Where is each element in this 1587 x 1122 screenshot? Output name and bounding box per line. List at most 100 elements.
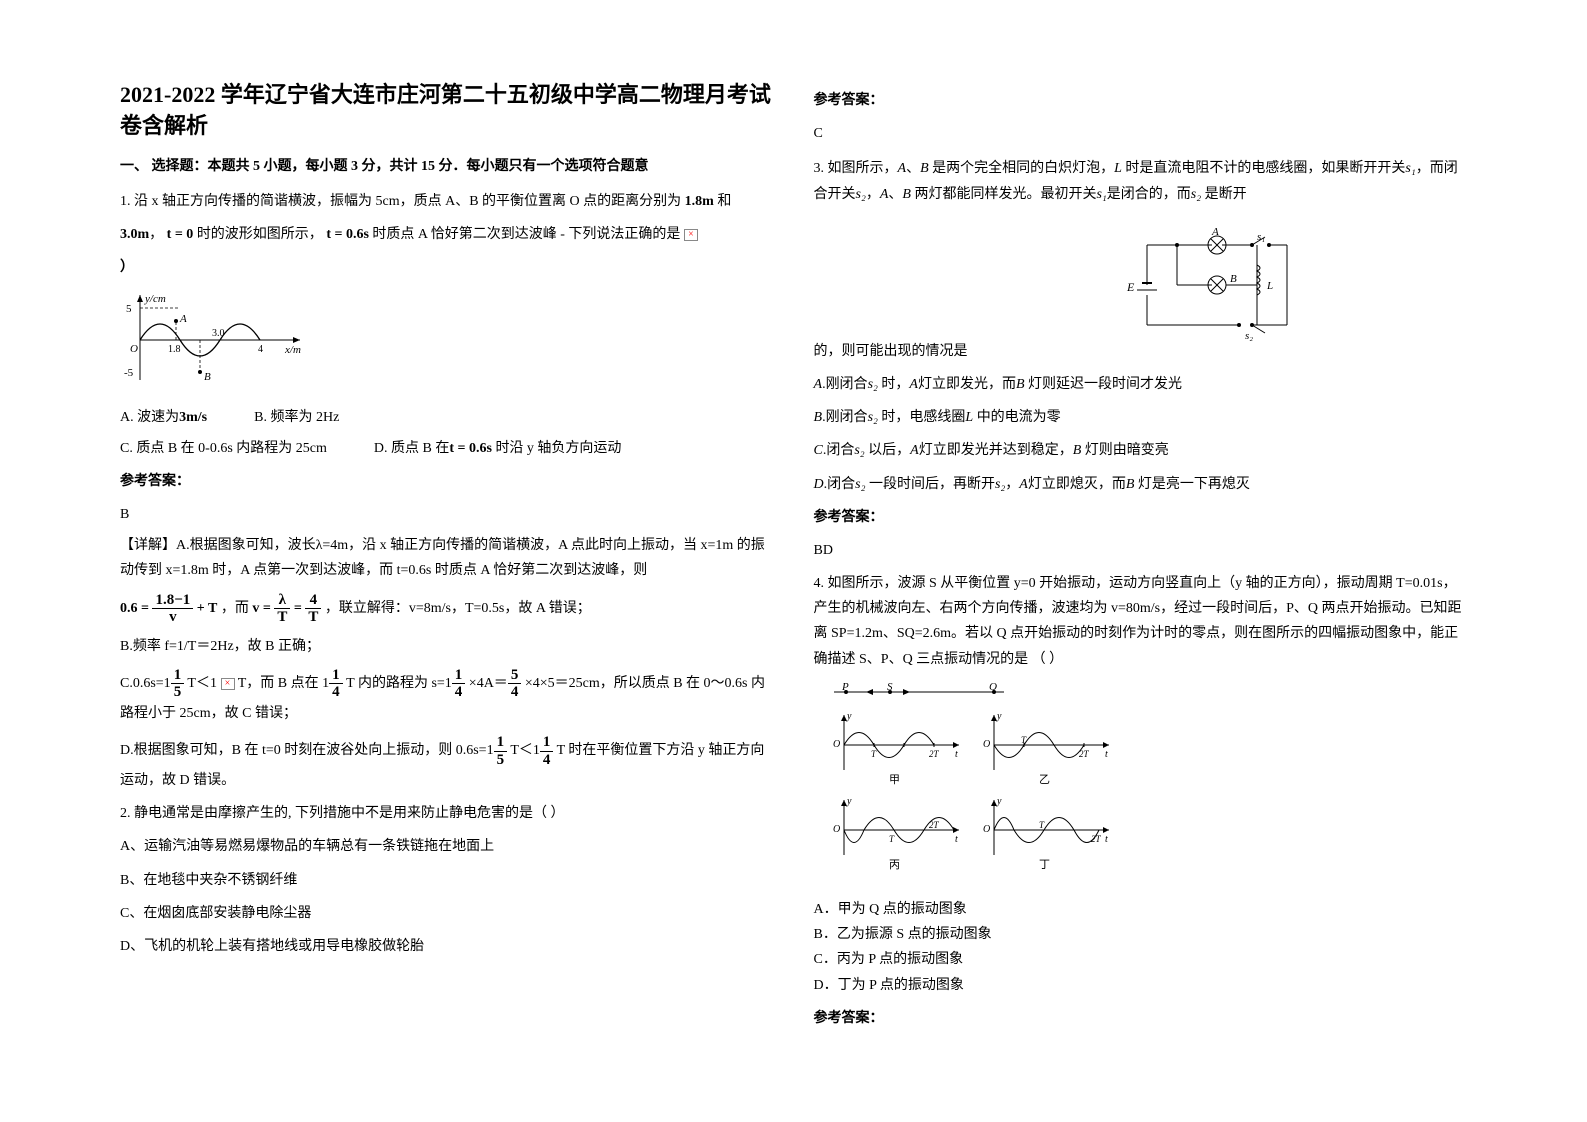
svg-text:y/cm: y/cm xyxy=(144,293,166,305)
svg-text:t: t xyxy=(955,834,958,845)
expc-f1: 15 xyxy=(171,667,185,701)
exam-title: 2021-2022 学年辽宁省大连市庄河第二十五初级中学高二物理月考试卷含解析 xyxy=(120,80,774,142)
svg-text:B: B xyxy=(1230,273,1237,285)
q1-paren: ） xyxy=(120,255,774,280)
section-1-heading: 一、 选择题：本题共 5 小题，每小题 3 分，共计 15 分．每小题只有一个选… xyxy=(120,154,774,179)
q1-t0: t = 0 xyxy=(167,227,194,242)
q4-optB: B．乙为振源 S 点的振动图象 xyxy=(814,922,1468,947)
q3-answer: BD xyxy=(814,538,1468,563)
expd-pre: D.根据图象可知，B 在 t=0 时刻在波谷处向上振动，则 0.6s=1 xyxy=(120,743,494,758)
svg-text:2T: 2T xyxy=(1079,749,1090,759)
expc-m1: T＜1 xyxy=(184,676,220,691)
q4-optD: D．丁为 P 点的振动图象 xyxy=(814,973,1468,998)
q1-exp-a: 【详解】A.根据图象可知，波长λ=4m，沿 x 轴正方向传播的简谐横波，A 点此… xyxy=(120,533,774,583)
expc-m4: ×4A＝ xyxy=(465,676,508,691)
eq-frac2: λT xyxy=(274,592,290,626)
q1-options-ab: A. 波速为3m/s B. 频率为 2Hz xyxy=(120,405,774,430)
svg-text:甲: 甲 xyxy=(889,774,900,786)
q1-optC: C. 质点 B 在 0-0.6s 内路程为 25cm xyxy=(120,441,327,456)
q1-exp-c: C.0.6s=115 T＜1 × T，而 B 点在 114 T 内的路程为 s=… xyxy=(120,667,774,726)
svg-text:O: O xyxy=(833,739,840,750)
q2-optC: C、在烟囱底部安装静电除尘器 xyxy=(120,901,774,926)
left-column: 2021-2022 学年辽宁省大连市庄河第二十五初级中学高二物理月考试卷含解析 … xyxy=(100,80,794,1082)
svg-text:x/m: x/m xyxy=(284,344,301,356)
svg-text:O: O xyxy=(983,739,990,750)
svg-text:O: O xyxy=(833,824,840,835)
q4-diagrams: P S Q O y t T 2T xyxy=(814,680,1468,889)
q1-line1: 1. 沿 x 轴正方向传播的简谐横波，振幅为 5cm，质点 A、B 的平衡位置离… xyxy=(120,189,774,214)
eq-lhs: 0.6 = xyxy=(120,601,149,616)
svg-text:T: T xyxy=(871,749,877,759)
q1-text-pre: 1. 沿 x 轴正方向传播的简谐横波，振幅为 5cm，质点 A、B 的平衡位置离… xyxy=(120,194,681,209)
q1-text-mid3: 时质点 A 恰好第二次到达波峰 - 下列说法正确的是 xyxy=(372,227,680,242)
q1-answer: B xyxy=(120,502,774,527)
svg-text:t: t xyxy=(955,749,958,760)
q3-stem: 3. 如图所示，A、B 是两个完全相同的白炽灯泡，L 时是直流电阻不计的电感线圈… xyxy=(814,156,1468,206)
svg-text:E: E xyxy=(1126,280,1135,294)
eq-plus-t: + T xyxy=(197,601,218,616)
svg-text:3.0: 3.0 xyxy=(212,328,225,339)
q3-answer-label: 参考答案： xyxy=(814,505,1468,530)
eq-frac3: 4T xyxy=(305,592,321,626)
svg-text:B: B xyxy=(204,371,211,383)
q1-options-cd: C. 质点 B 在 0-0.6s 内路程为 25cm D. 质点 B 在t = … xyxy=(120,436,774,461)
svg-text:2T: 2T xyxy=(929,820,940,830)
expc-f2: 14 xyxy=(329,667,343,701)
q3-tail: 的，则可能出现的情况是 xyxy=(814,339,968,364)
svg-text:s₁: s₁ xyxy=(1257,231,1265,243)
svg-text:O: O xyxy=(983,824,990,835)
q4-optC: C．丙为 P 点的振动图象 xyxy=(814,947,1468,972)
svg-text:丙: 丙 xyxy=(889,859,900,871)
q1-val-1: 1.8m xyxy=(685,194,714,209)
expc-m2: T，而 B 点在 1 xyxy=(235,676,330,691)
expc-m3: T 内的路程为 s=1 xyxy=(343,676,452,691)
svg-text:T: T xyxy=(1039,820,1045,830)
expc-f4: 54 xyxy=(508,667,522,701)
q2-stem: 2. 静电通常是由摩擦产生的, 下列措施中不是用来防止静电危害的是（ ） xyxy=(120,801,774,826)
broken-image-icon: × xyxy=(221,678,235,690)
svg-text:A: A xyxy=(179,313,187,325)
svg-text:5: 5 xyxy=(126,303,132,315)
svg-text:乙: 乙 xyxy=(1039,773,1050,786)
right-column: 参考答案： C 3. 如图所示，A、B 是两个完全相同的白炽灯泡，L 时是直流电… xyxy=(794,80,1488,1082)
svg-text:s₂: s₂ xyxy=(1245,330,1253,342)
q1-optB: B. 频率为 2Hz xyxy=(254,410,339,425)
svg-text:1.8: 1.8 xyxy=(168,344,181,355)
q1-line2: 3.0m， t = 0 时的波形如图所示， t = 0.6s 时质点 A 恰好第… xyxy=(120,222,774,247)
svg-text:4: 4 xyxy=(258,344,263,355)
eq-eq: = xyxy=(294,601,305,616)
q1-val-2: 3.0m xyxy=(120,227,149,242)
q1-text-mid2: 时的波形如图所示， xyxy=(197,227,323,242)
svg-text:y: y xyxy=(846,796,852,807)
expc-pre: C.0.6s=1 xyxy=(120,676,171,691)
q4-answer-label: 参考答案： xyxy=(814,1006,1468,1031)
q1-optD-val: t = 0.6s xyxy=(449,441,492,456)
q1-wave-diagram: y/cm x/m 5 -5 O A 1.8 3.0 B 4 xyxy=(120,290,774,394)
expd-f2: 14 xyxy=(540,734,554,768)
q1-optA-val: 3m/s xyxy=(179,410,207,425)
q1-exp-d: D.根据图象可知，B 在 t=0 时刻在波谷处向上振动，则 0.6s=115 T… xyxy=(120,734,774,793)
q3-circuit-diagram: E A s₁ B L xyxy=(968,225,1468,354)
q1-optD-post: 时沿 y 轴负方向运动 xyxy=(492,441,622,456)
svg-text:L: L xyxy=(1266,280,1273,292)
eq-frac1: 1.8−1v xyxy=(152,592,193,626)
q1-text-post: 和 xyxy=(717,194,731,209)
svg-text:y: y xyxy=(996,796,1002,807)
q2-optD: D、飞机的机轮上装有搭地线或用导电橡胶做轮胎 xyxy=(120,934,774,959)
q2-optA: A、运输汽油等易燃易爆物品的车辆总有一条铁链拖在地面上 xyxy=(120,834,774,859)
eq-tail: ，联立解得：v=8m/s，T=0.5s，故 A 错误； xyxy=(325,601,591,616)
svg-text:t: t xyxy=(1105,834,1108,845)
q1-optD-pre: D. 质点 B 在 xyxy=(374,441,449,456)
q3-optD: D.闭合s₂ 一段时间后，再断开s₂，A灯立即熄灭，而B 灯是亮一下再熄灭 xyxy=(814,472,1468,497)
svg-text:丁: 丁 xyxy=(1039,859,1050,871)
expd-f1: 15 xyxy=(494,734,508,768)
q1-optA-pre: A. 波速为 xyxy=(120,410,179,425)
q1-t06: t = 0.6s xyxy=(326,227,369,242)
broken-image-icon: × xyxy=(684,229,698,241)
q4-stem: 4. 如图所示，波源 S 从平衡位置 y=0 开始振动，运动方向竖直向上（y 轴… xyxy=(814,571,1468,672)
q2-answer: C xyxy=(814,121,1468,146)
svg-text:2T: 2T xyxy=(1091,834,1102,844)
q4-optA: A．甲为 Q 点的振动图象 xyxy=(814,897,1468,922)
q1-answer-label: 参考答案： xyxy=(120,469,774,494)
svg-text:y: y xyxy=(996,711,1002,722)
